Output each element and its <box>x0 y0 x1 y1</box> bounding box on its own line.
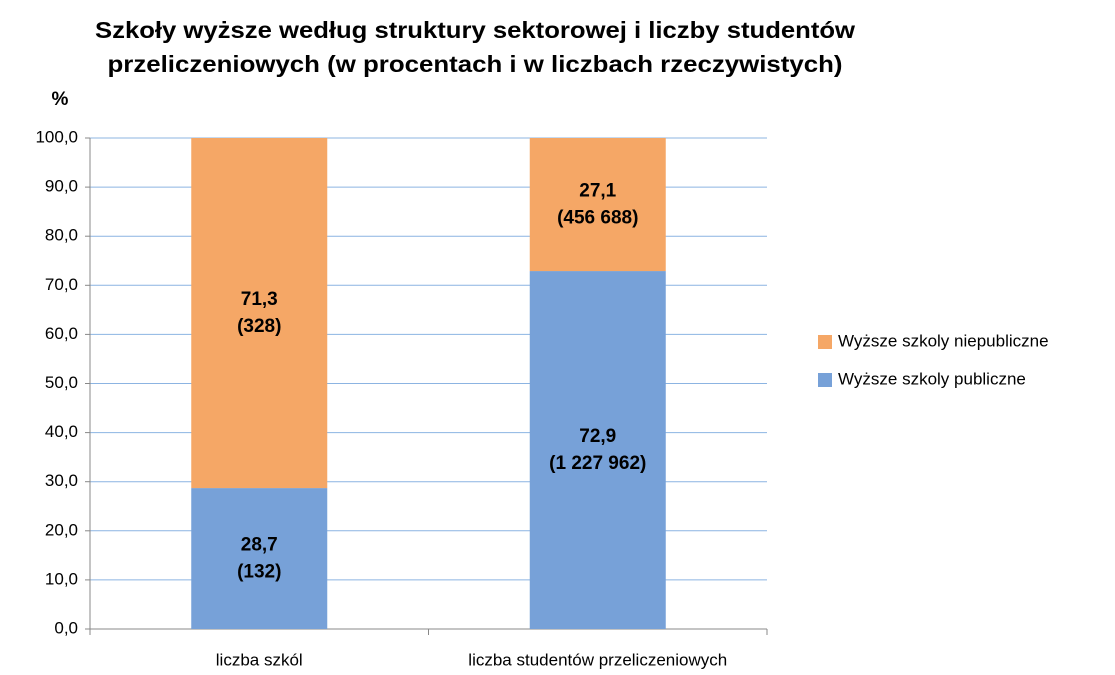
y-tick-label: 80,0 <box>45 226 78 245</box>
data-label: 27,1 <box>579 181 616 202</box>
y-tick-label: 20,0 <box>45 520 78 539</box>
data-label: 28,7 <box>241 535 278 556</box>
y-tick-label: 90,0 <box>45 177 78 196</box>
data-label: 71,3 <box>241 289 278 310</box>
y-tick-label: 0,0 <box>54 618 78 637</box>
data-label: (456 688) <box>557 208 638 229</box>
y-tick-label: 100,0 <box>35 127 78 146</box>
legend-swatch <box>818 335 832 349</box>
bar-segment <box>529 271 666 629</box>
legend-label: Wyższe szkoly publiczne <box>838 369 1026 388</box>
data-label: (328) <box>237 316 281 337</box>
y-tick-label: 60,0 <box>45 324 78 343</box>
bar-segment <box>529 138 666 272</box>
chart-title: Szkoły wyższe według struktury sektorowe… <box>95 17 855 43</box>
bar-segment <box>191 488 328 629</box>
data-label: (132) <box>237 562 281 583</box>
y-tick-label: 10,0 <box>45 569 78 588</box>
data-label: 72,9 <box>579 426 616 447</box>
legend-swatch <box>818 373 832 387</box>
chart-title: przeliczeniowych (w procentach i w liczb… <box>108 51 843 77</box>
y-tick-label: 30,0 <box>45 471 78 490</box>
y-axis-label: % <box>52 89 69 110</box>
x-tick-label: liczba szkól <box>216 650 303 669</box>
y-tick-label: 70,0 <box>45 275 78 294</box>
x-tick-label: liczba studentów przeliczeniowych <box>468 650 727 669</box>
bar-segment <box>191 138 328 489</box>
legend-label: Wyższe szkoly niepubliczne <box>838 331 1049 350</box>
data-label: (1 227 962) <box>549 453 646 474</box>
y-tick-label: 40,0 <box>45 422 78 441</box>
y-tick-label: 50,0 <box>45 373 78 392</box>
